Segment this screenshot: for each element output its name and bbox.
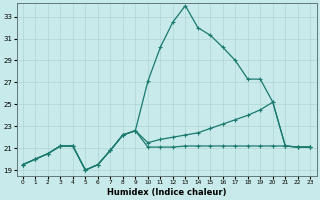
X-axis label: Humidex (Indice chaleur): Humidex (Indice chaleur) (107, 188, 226, 197)
